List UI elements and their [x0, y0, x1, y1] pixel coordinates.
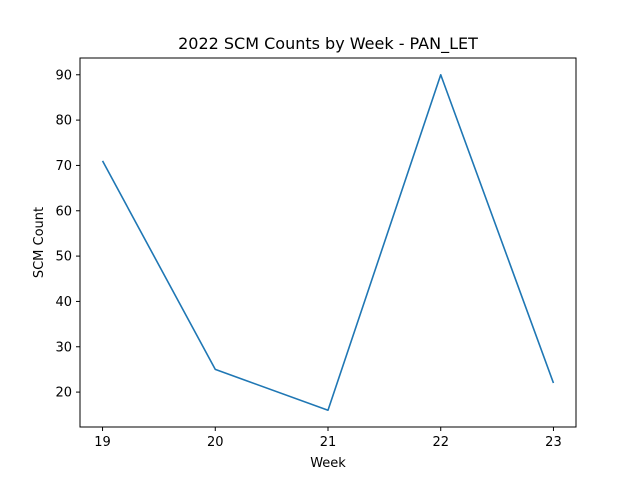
- series-layer: [101, 73, 555, 412]
- y-tick-label: 20: [55, 386, 72, 401]
- y-tick-label: 80: [55, 114, 72, 129]
- y-tick-label: 30: [55, 340, 72, 355]
- y-axis: 20 30 40 50 60 70 80 90: [55, 68, 80, 401]
- x-tick-label: 19: [94, 435, 111, 450]
- x-tick-label: 20: [207, 435, 224, 450]
- plot-area: [80, 58, 576, 427]
- y-tick-label: 50: [55, 250, 72, 265]
- y-axis-label: SCM Count: [32, 207, 47, 278]
- x-axis-label: Week: [310, 456, 346, 471]
- x-axis: 19 20 21 22 23: [94, 427, 562, 450]
- x-tick-label: 22: [432, 435, 449, 450]
- chart-title: 2022 SCM Counts by Week - PAN_LET: [178, 34, 478, 54]
- y-tick-label: 40: [55, 295, 72, 310]
- y-tick-label: 60: [55, 204, 72, 219]
- x-tick-label: 21: [320, 435, 337, 450]
- y-tick-label: 90: [55, 68, 72, 83]
- y-tick-label: 70: [55, 159, 72, 174]
- series-line: [101, 73, 555, 412]
- x-tick-label: 23: [545, 435, 562, 450]
